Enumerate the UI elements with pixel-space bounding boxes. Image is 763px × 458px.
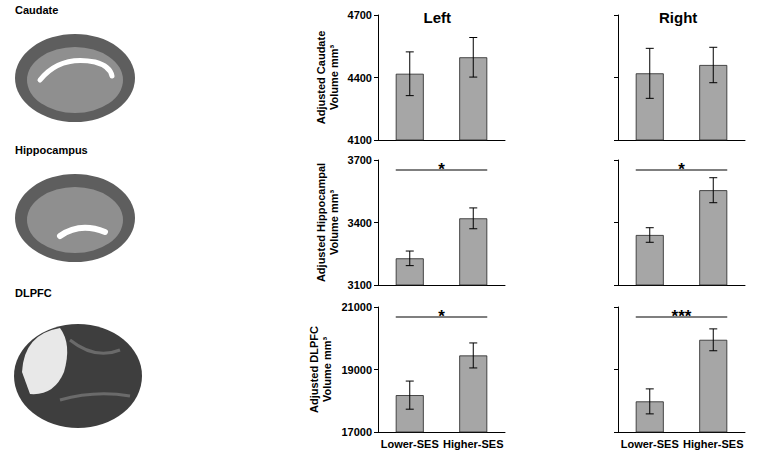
svg-text:Left: Left — [424, 9, 452, 26]
svg-text:Volume mm³: Volume mm³ — [328, 190, 340, 256]
svg-text:***: *** — [672, 307, 692, 326]
svg-text:DLPFC: DLPFC — [15, 287, 52, 299]
svg-text:*: * — [438, 160, 445, 179]
svg-text:3100: 3100 — [348, 279, 372, 291]
svg-text:Adjusted Caudate: Adjusted Caudate — [315, 31, 327, 125]
svg-text:Adjusted DLPFC: Adjusted DLPFC — [308, 326, 320, 413]
svg-text:*: * — [678, 160, 685, 179]
svg-text:4700: 4700 — [348, 9, 372, 21]
svg-text:Higher-SES: Higher-SES — [443, 438, 504, 450]
svg-text:4400: 4400 — [348, 72, 372, 84]
svg-text:Volume mm³: Volume mm³ — [321, 337, 333, 403]
svg-text:Lower-SES: Lower-SES — [621, 438, 679, 450]
svg-text:Higher-SES: Higher-SES — [683, 438, 744, 450]
svg-text:*: * — [438, 307, 445, 326]
svg-text:3700: 3700 — [348, 154, 372, 166]
svg-text:Adjusted Hippocampal: Adjusted Hippocampal — [315, 163, 327, 282]
svg-text:Volume mm³: Volume mm³ — [328, 45, 340, 111]
svg-text:17000: 17000 — [341, 426, 372, 438]
svg-text:Lower-SES: Lower-SES — [381, 438, 439, 450]
svg-text:4100: 4100 — [348, 134, 372, 146]
svg-text:Hippocampus: Hippocampus — [15, 144, 88, 156]
svg-text:Caudate: Caudate — [15, 4, 58, 16]
svg-text:Right: Right — [659, 9, 697, 26]
svg-text:3400: 3400 — [348, 217, 372, 229]
svg-text:21000: 21000 — [341, 301, 372, 313]
svg-text:19000: 19000 — [341, 364, 372, 376]
